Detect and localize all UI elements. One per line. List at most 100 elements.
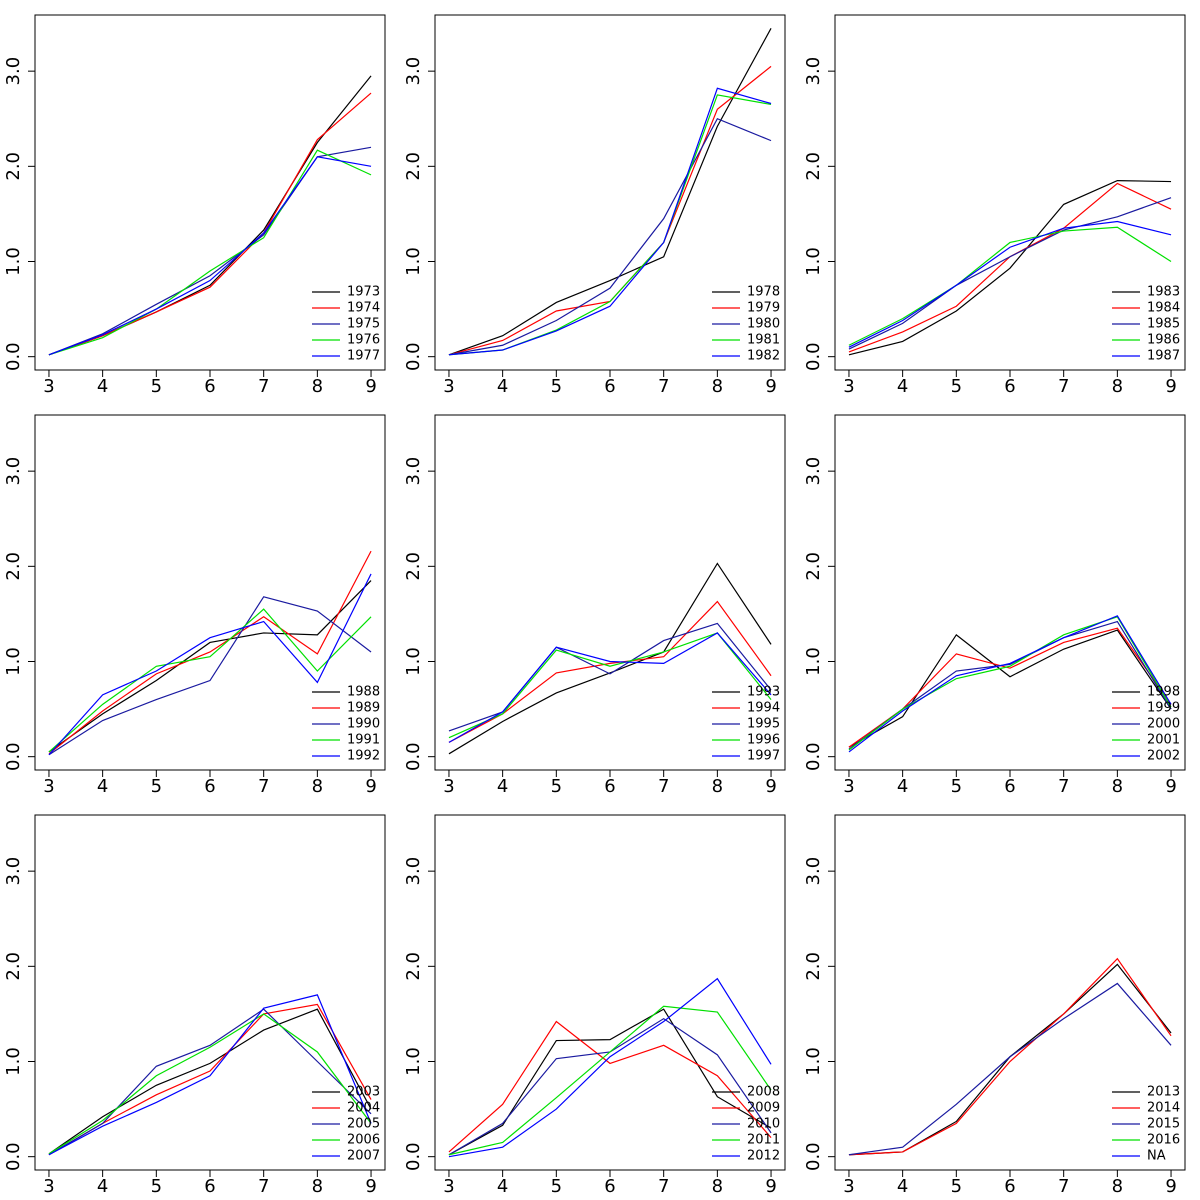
legend-label: 2014 — [1147, 1101, 1180, 1116]
x-tick-label: 4 — [497, 376, 508, 397]
series-line — [448, 87, 772, 356]
series-line — [48, 550, 372, 755]
x-tick-label: 5 — [951, 376, 962, 397]
x-tick-label: 4 — [97, 776, 108, 797]
y-tick-label: 0.0 — [403, 742, 424, 771]
y-tick-label: 1.0 — [803, 647, 824, 676]
series-line — [448, 65, 772, 356]
x-tick-label: 7 — [658, 776, 669, 797]
legend-label: 1984 — [1147, 301, 1180, 316]
plot-frame — [434, 14, 786, 371]
legend-label: 2016 — [1147, 1133, 1180, 1148]
series-line — [448, 28, 772, 356]
legend-label: 1986 — [1147, 333, 1180, 348]
x-tick-label: 8 — [312, 1176, 323, 1197]
y-tick-label: 1.0 — [803, 1047, 824, 1076]
x-tick-label: 3 — [443, 1176, 454, 1197]
y-tick-label: 3.0 — [403, 857, 424, 886]
x-tick-label: 6 — [204, 1176, 215, 1197]
x-tick-label: 8 — [312, 776, 323, 797]
y-tick-label: 3.0 — [3, 457, 24, 486]
y-tick-label: 0.0 — [3, 1142, 24, 1171]
x-tick-label: 3 — [43, 376, 54, 397]
legend-label: 2008 — [747, 1085, 780, 1100]
series-line — [48, 149, 372, 356]
legend-label: 1985 — [1147, 317, 1180, 332]
series-line — [48, 156, 372, 356]
x-tick-label: 4 — [897, 376, 908, 397]
x-tick-label: 9 — [1165, 376, 1176, 397]
legend-label: 2007 — [347, 1149, 380, 1164]
series-line — [48, 1008, 372, 1156]
x-tick-label: 6 — [1004, 376, 1015, 397]
legend-label: 1976 — [347, 333, 380, 348]
plot-frame — [834, 14, 1186, 371]
legend-label: 2013 — [1147, 1085, 1180, 1100]
y-tick-label: 3.0 — [403, 57, 424, 86]
series-line — [848, 627, 1172, 748]
y-tick-label: 1.0 — [3, 647, 24, 676]
x-tick-label: 7 — [658, 1176, 669, 1197]
x-tick-label: 8 — [312, 376, 323, 397]
x-tick-label: 9 — [765, 1176, 776, 1197]
plot-frame — [834, 814, 1186, 1171]
x-tick-label: 7 — [258, 376, 269, 397]
series-line — [48, 994, 372, 1156]
x-tick-label: 8 — [712, 376, 723, 397]
x-tick-label: 3 — [443, 376, 454, 397]
legend-label: 1977 — [347, 349, 380, 364]
y-tick-label: 3.0 — [803, 457, 824, 486]
legend-label: 1991 — [347, 733, 380, 748]
x-tick-label: 4 — [897, 1176, 908, 1197]
series-line — [848, 620, 1172, 750]
x-tick-label: 3 — [43, 776, 54, 797]
legend-label: 1989 — [347, 701, 380, 716]
x-tick-label: 9 — [365, 1176, 376, 1197]
x-tick-label: 7 — [258, 776, 269, 797]
x-tick-label: 3 — [843, 776, 854, 797]
series-line — [448, 632, 772, 739]
x-tick-label: 3 — [843, 1176, 854, 1197]
legend-label: 1996 — [747, 733, 780, 748]
series-line — [848, 982, 1172, 1156]
x-tick-label: 8 — [1112, 1176, 1123, 1197]
series-line — [848, 957, 1172, 1156]
x-tick-label: 3 — [843, 376, 854, 397]
series-line — [448, 977, 772, 1158]
legend-label: 1992 — [347, 749, 380, 764]
series-line — [448, 1020, 772, 1153]
legend-label: 2002 — [1147, 749, 1180, 764]
y-tick-label: 3.0 — [3, 57, 24, 86]
x-tick-label: 9 — [1165, 1176, 1176, 1197]
x-tick-label: 5 — [551, 376, 562, 397]
legend-label: 1990 — [347, 717, 380, 732]
x-tick-label: 6 — [1004, 1176, 1015, 1197]
series-line — [848, 197, 1172, 350]
y-tick-label: 0.0 — [803, 342, 824, 371]
y-tick-label: 2.0 — [403, 552, 424, 581]
x-tick-label: 7 — [258, 1176, 269, 1197]
y-tick-label: 2.0 — [803, 152, 824, 181]
x-tick-label: 4 — [97, 1176, 108, 1197]
x-tick-label: 8 — [1112, 776, 1123, 797]
legend-label: 1988 — [347, 685, 380, 700]
x-tick-label: 8 — [1112, 376, 1123, 397]
legend-label: 1995 — [747, 717, 780, 732]
legend-label: 2005 — [347, 1117, 380, 1132]
series-line — [448, 1008, 772, 1156]
legend-label: NA — [1147, 1149, 1166, 1164]
x-tick-label: 6 — [604, 776, 615, 797]
y-tick-label: 3.0 — [803, 57, 824, 86]
series-line — [48, 608, 372, 753]
series-line — [48, 75, 372, 356]
y-tick-label: 1.0 — [3, 247, 24, 276]
x-tick-label: 5 — [551, 1176, 562, 1197]
plot-frame — [834, 414, 1186, 771]
